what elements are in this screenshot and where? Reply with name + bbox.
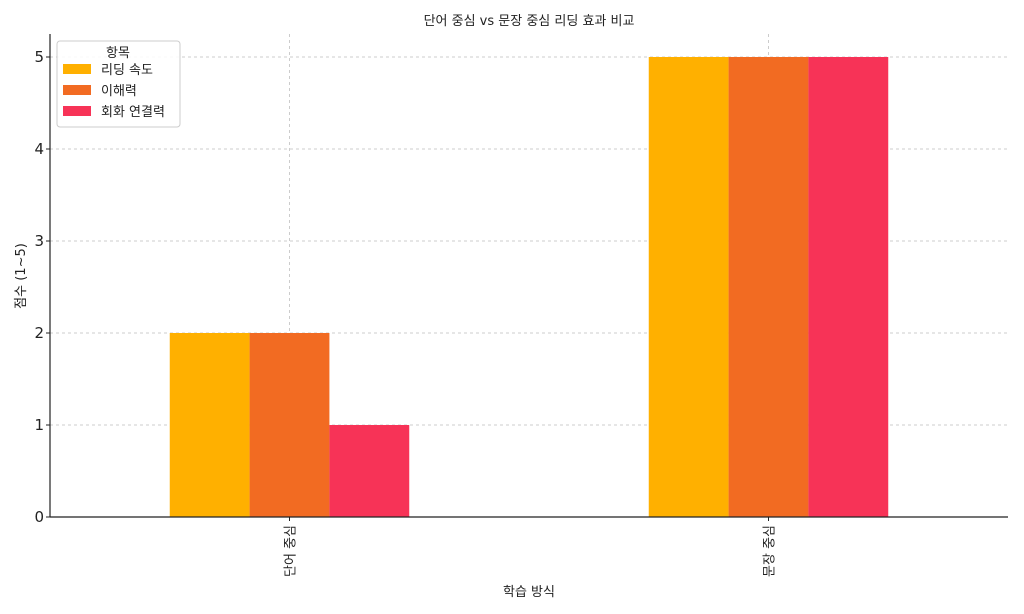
y-tick-label: 3 [34, 232, 44, 250]
y-axis-label: 점수 (1~5) [14, 243, 29, 309]
y-tick-label: 1 [34, 416, 44, 434]
bar [808, 57, 889, 517]
y-tick-label: 4 [34, 140, 44, 158]
y-tick-label: 5 [34, 48, 44, 66]
chart-title: 단어 중심 vs 문장 중심 리딩 효과 비교 [424, 14, 635, 29]
legend-swatch [63, 64, 91, 74]
x-axis-label: 학습 방식 [503, 585, 555, 600]
y-ticks-layer: 0 1 2 3 4 5 [34, 48, 50, 526]
bar [728, 57, 809, 517]
x-ticks-layer: 단어 중심 문장 중심 [284, 517, 778, 577]
bar [249, 333, 330, 517]
bars-layer [169, 57, 889, 517]
legend-label: 회화 연결력 [101, 105, 165, 120]
x-tick-label: 단어 중심 [284, 525, 299, 577]
bar [329, 425, 410, 517]
legend-label: 리딩 속도 [101, 63, 153, 78]
x-tick-label: 문장 중심 [763, 525, 778, 577]
legend-swatch [63, 85, 91, 95]
legend-label: 이해력 [101, 84, 137, 99]
bar [169, 333, 250, 517]
legend-swatch [63, 106, 91, 116]
bar [648, 57, 729, 517]
legend-title: 항목 [106, 46, 130, 61]
legend-frame [56, 40, 181, 128]
y-tick-label: 0 [34, 508, 44, 526]
y-tick-label: 2 [34, 324, 44, 342]
